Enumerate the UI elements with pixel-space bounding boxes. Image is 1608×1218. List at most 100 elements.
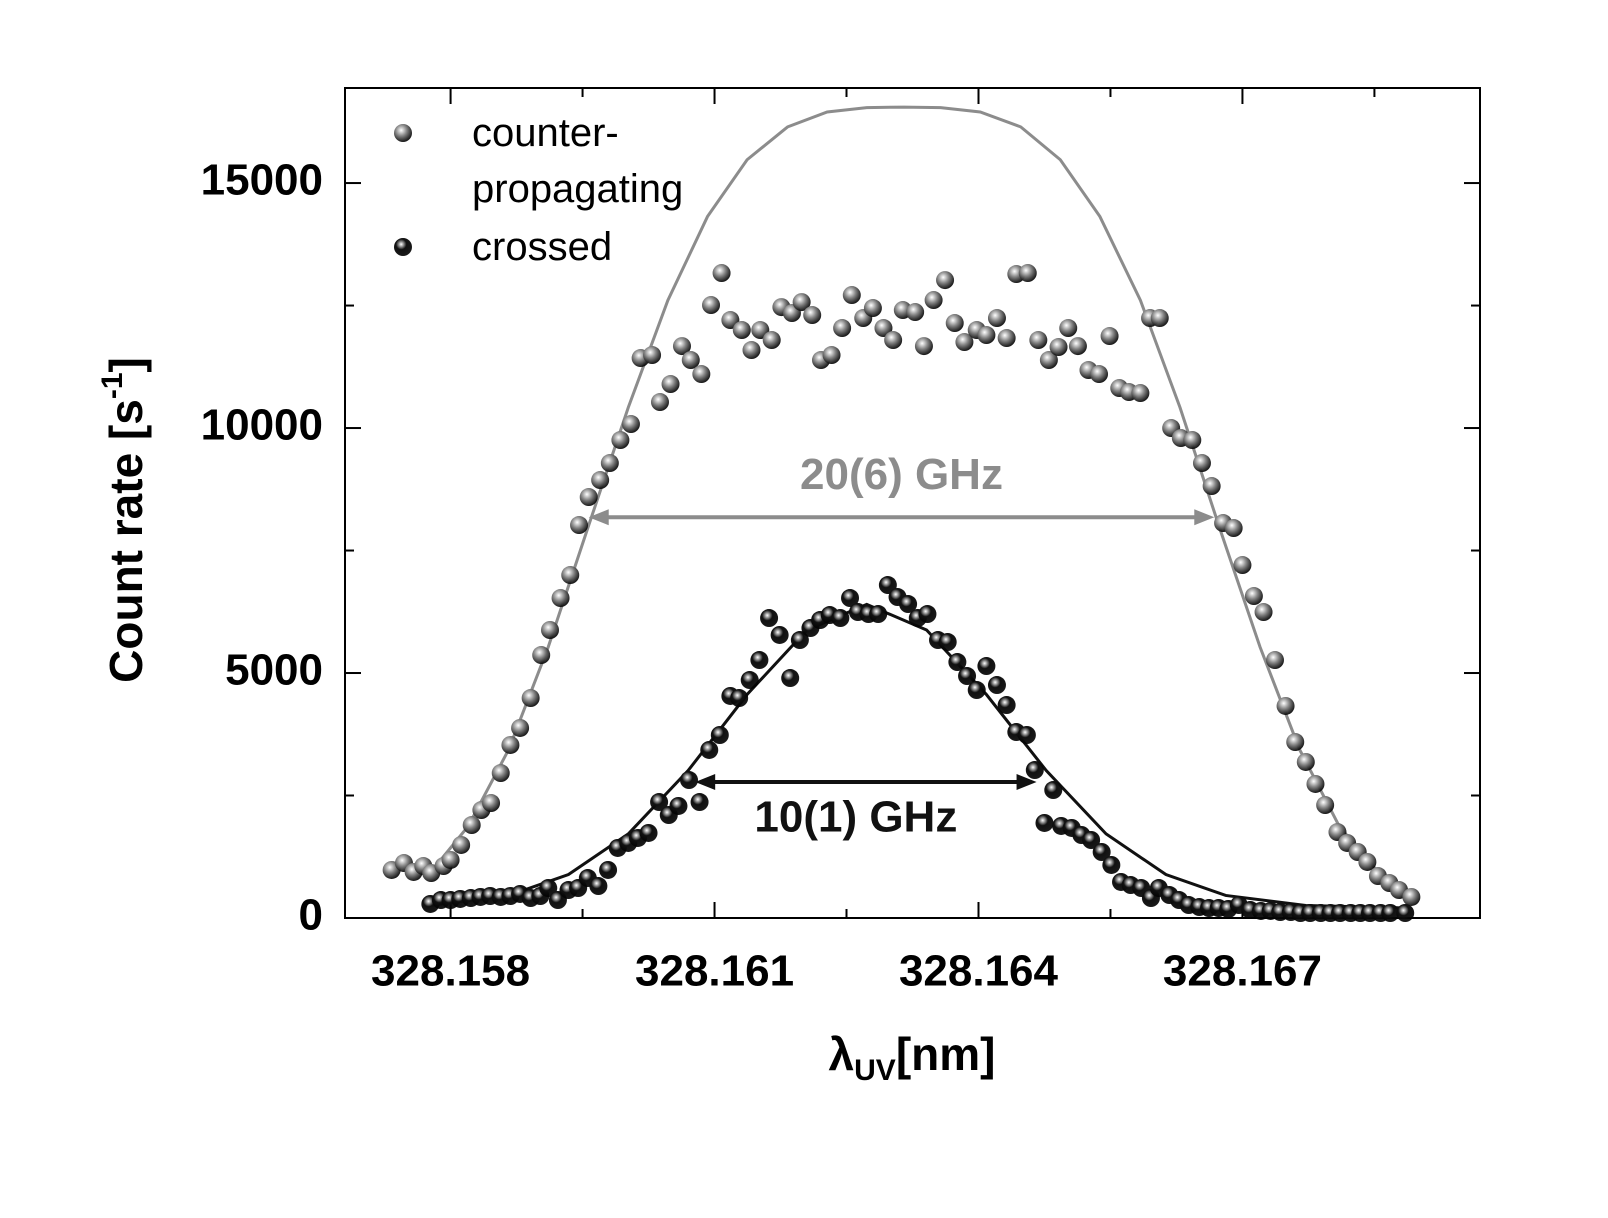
data-point: [1276, 696, 1295, 715]
data-point: [781, 669, 800, 688]
data-point: [1018, 264, 1037, 283]
data-point: [1035, 813, 1054, 832]
data-point: [740, 671, 759, 690]
data-point: [878, 576, 897, 595]
data-point: [561, 566, 580, 585]
arrow-head: [695, 773, 716, 790]
data-point: [899, 595, 918, 614]
data-point: [760, 609, 779, 628]
data-point: [710, 725, 729, 744]
data-point: [730, 689, 749, 708]
data-point: [621, 415, 640, 434]
data-point: [600, 454, 619, 473]
data-point: [702, 296, 721, 315]
data-point: [1044, 781, 1063, 800]
annotation: 20(6) GHz: [800, 450, 1003, 499]
data-point: [1316, 796, 1335, 815]
x-label-main: λ: [829, 1028, 855, 1080]
y-tick-label: 10000: [201, 401, 323, 450]
data-point: [906, 303, 925, 322]
x-tick-label: 328.158: [371, 947, 530, 996]
data-point: [938, 633, 957, 652]
data-point: [591, 471, 610, 490]
plot-frame: [344, 87, 1481, 919]
data-point: [924, 291, 943, 310]
data-point: [1183, 431, 1202, 450]
data-point: [1233, 556, 1252, 575]
data-point: [1296, 752, 1315, 771]
data-point: [639, 823, 658, 842]
data-point: [1131, 384, 1150, 403]
data-point: [511, 718, 530, 737]
data-point: [732, 321, 751, 340]
data-point: [1025, 761, 1044, 780]
arrow-head: [1194, 509, 1215, 526]
data-point: [1306, 774, 1325, 793]
data-point: [1092, 843, 1111, 862]
data-point: [742, 341, 761, 360]
data-point: [501, 735, 520, 754]
data-point: [803, 306, 822, 325]
data-point: [690, 793, 709, 812]
data-point: [541, 620, 560, 639]
fit-curve: [428, 602, 1406, 910]
data-point: [681, 351, 700, 370]
data-point: [863, 299, 882, 318]
data-point: [1254, 603, 1273, 622]
data-point: [589, 877, 608, 896]
data-point: [650, 793, 669, 812]
data-point: [1017, 725, 1036, 744]
x-axis-label: λUV[nm]: [829, 1028, 996, 1087]
data-point: [570, 516, 589, 535]
data-point: [884, 331, 903, 350]
annotation: 10(1) GHz: [754, 793, 957, 842]
data-point: [918, 605, 937, 624]
y-tick-label: 5000: [225, 646, 323, 695]
data-point: [997, 696, 1016, 715]
x-label-unit: [nm]: [896, 1028, 996, 1080]
data-point: [1381, 904, 1400, 923]
data-point: [669, 796, 688, 815]
data-point: [1358, 852, 1377, 871]
arrow-head: [1016, 773, 1037, 790]
data-point: [750, 651, 769, 670]
data-point: [1402, 887, 1421, 906]
data-point: [611, 431, 630, 450]
data-point: [1265, 651, 1284, 670]
data-point: [1100, 327, 1119, 346]
data-point: [1029, 331, 1048, 350]
data-point: [532, 646, 551, 665]
data-point: [441, 850, 460, 869]
data-point: [936, 271, 955, 290]
x-tick-label: 328.161: [635, 947, 794, 996]
data-point: [661, 375, 680, 394]
data-point: [599, 860, 618, 879]
data-point: [967, 681, 986, 700]
data-point: [672, 337, 691, 356]
data-point: [987, 676, 1006, 695]
data-point: [762, 331, 781, 350]
data-point: [539, 879, 558, 898]
plot-area: [382, 105, 1421, 923]
data-point: [914, 337, 933, 356]
data-point: [1244, 587, 1263, 606]
data-point: [977, 657, 996, 676]
y-axis-label: Count rate [s-1]: [96, 357, 152, 683]
data-point: [997, 329, 1016, 348]
data-point: [452, 835, 471, 854]
data-point: [1202, 477, 1221, 496]
data-point: [831, 609, 850, 628]
data-point: [1039, 351, 1058, 370]
data-point: [712, 264, 731, 283]
data-point: [462, 816, 481, 835]
legend-marker: [394, 238, 412, 256]
data-point: [958, 667, 977, 686]
data-point: [945, 314, 964, 333]
data-point: [869, 605, 888, 624]
data-point: [841, 589, 860, 608]
data-point: [874, 319, 893, 338]
data-point: [650, 393, 669, 412]
data-point: [822, 346, 841, 365]
